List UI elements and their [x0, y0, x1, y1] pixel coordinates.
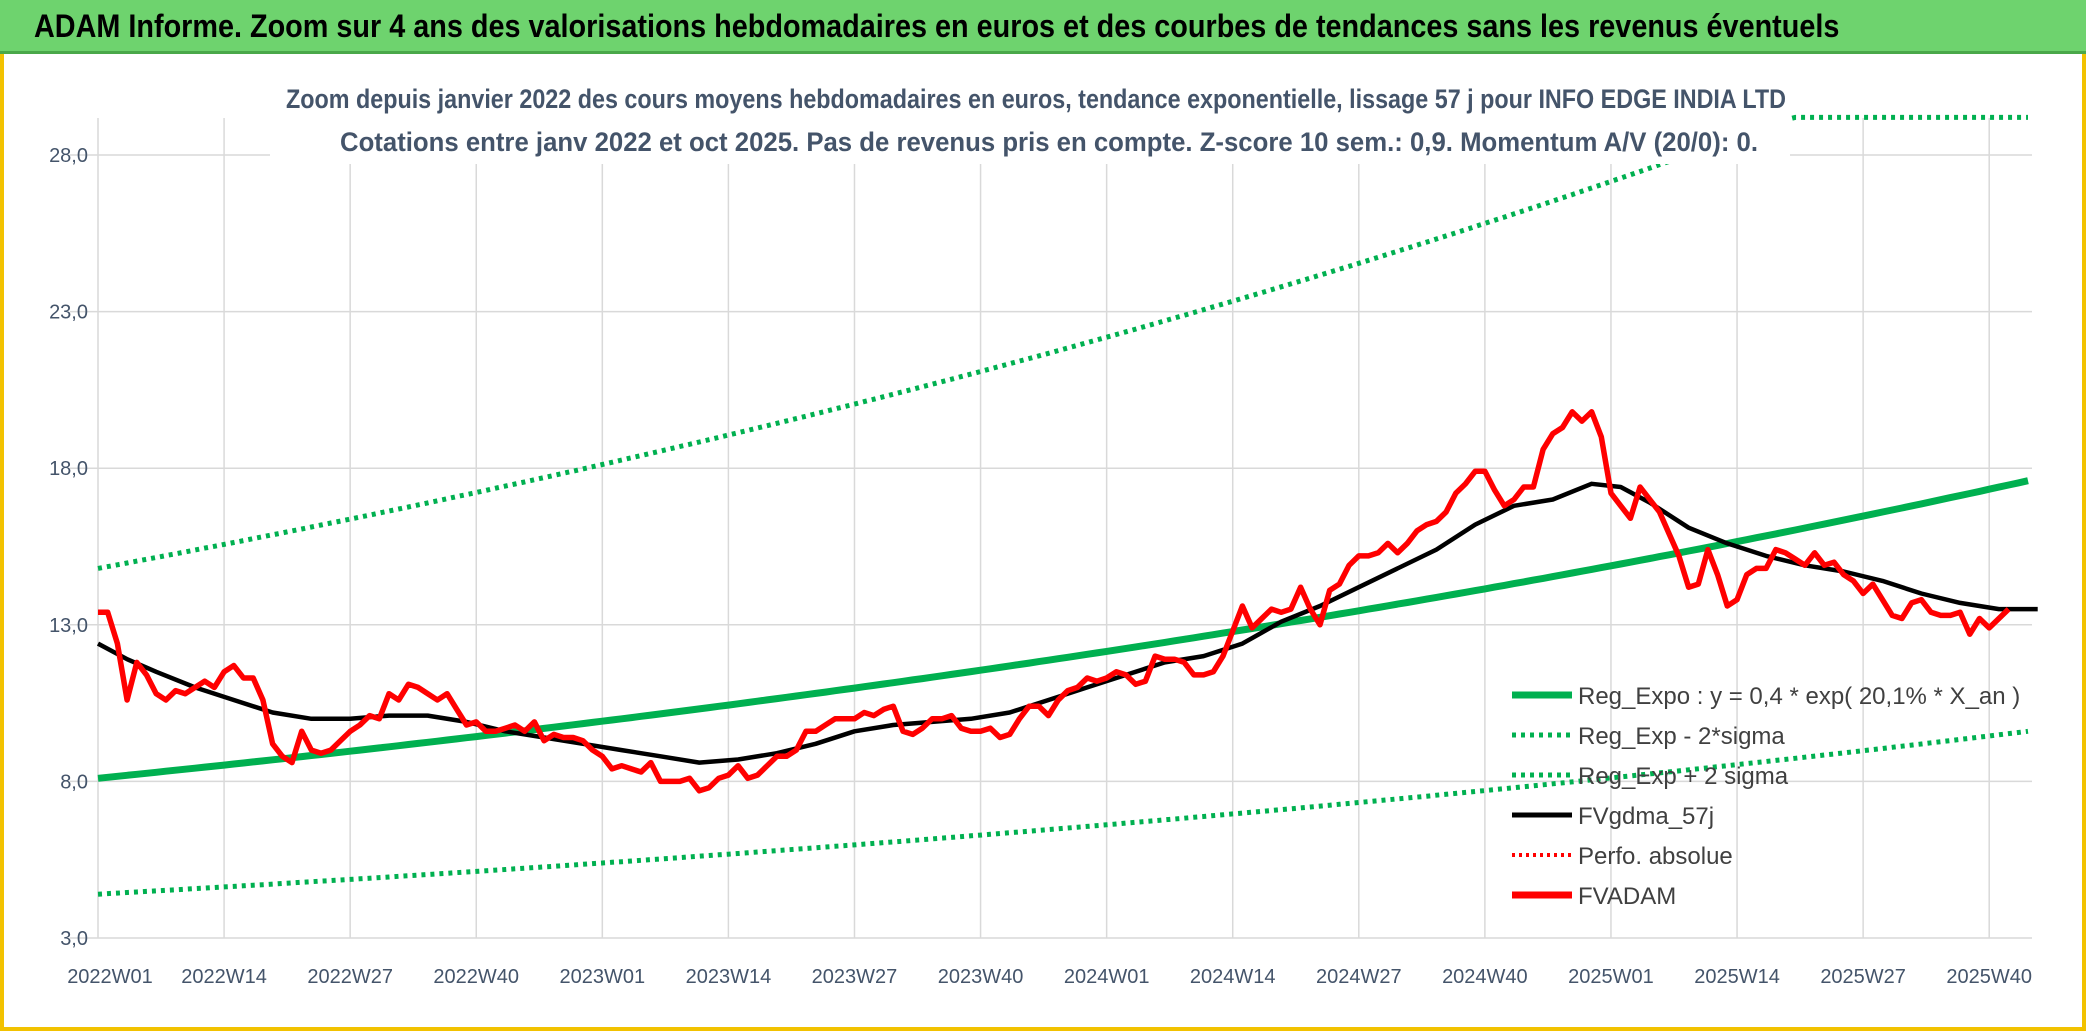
x-tick-label: 2024W27	[1316, 966, 1402, 988]
y-axis: 3,0 8,0 13,0 18,0 23,0 28,0	[49, 145, 88, 950]
x-axis: 2022W01 2022W14 2022W27 2022W40 2023W01 2023W…	[67, 966, 2032, 988]
chart-legend: Reg_Expo : y = 0,4 * exp( 20,1% * X_an )…	[1512, 683, 2020, 910]
legend-label-reg_expo: Reg_Expo : y = 0,4 * exp( 20,1% * X_an )	[1578, 683, 2020, 710]
chart-grid	[70, 118, 2032, 939]
x-tick-label: 2022W40	[433, 966, 519, 988]
x-tick-label: 2024W01	[1064, 966, 1150, 988]
x-tick-label: 2023W14	[686, 966, 772, 988]
series-reg-minus-2sigma	[97, 728, 2029, 897]
x-tick-label: 2025W01	[1568, 966, 1654, 988]
y-tick-label: 8,0	[60, 771, 88, 793]
y-tick-label: 23,0	[49, 302, 88, 324]
legend-label-reg_plus: Reg_Exp + 2 sigma	[1578, 763, 1789, 790]
y-tick-label: 18,0	[49, 458, 88, 480]
y-tick-label: 3,0	[60, 928, 88, 950]
x-tick-label: 2024W40	[1442, 966, 1528, 988]
legend-label-perfo: Perfo. absolue	[1578, 843, 1733, 870]
legend-label-fvadam: FVADAM	[1578, 883, 1676, 910]
y-tick-label: 28,0	[49, 145, 88, 167]
report-title: ADAM Informe. Zoom sur 4 ans des valoris…	[34, 8, 1840, 44]
series-fvadam	[98, 409, 2011, 794]
title-background	[270, 78, 1790, 164]
chart-subtitle: Cotations entre janv 2022 et oct 2025. P…	[340, 127, 1758, 157]
series-reg-plus-2sigma	[97, 114, 2028, 571]
x-tick-label: 2024W14	[1190, 966, 1276, 988]
x-tick-label: 2022W27	[307, 966, 393, 988]
x-tick-label: 2022W01	[67, 966, 153, 988]
legend-label-reg_minus: Reg_Exp - 2*sigma	[1578, 723, 1785, 750]
x-tick-label: 2022W14	[181, 966, 267, 988]
x-tick-label: 2025W27	[1820, 966, 1906, 988]
chart-title: Zoom depuis janvier 2022 des cours moyen…	[286, 84, 1786, 114]
x-tick-label: 2025W40	[1946, 966, 2032, 988]
series-fvgdma-57j	[96, 481, 2038, 765]
chart-series	[96, 114, 2038, 897]
x-tick-label: 2023W01	[560, 966, 646, 988]
x-tick-label: 2023W40	[938, 966, 1024, 988]
y-tick-label: 13,0	[49, 615, 88, 637]
x-tick-label: 2023W27	[812, 966, 898, 988]
report-banner: ADAM Informe. Zoom sur 4 ans des valoris…	[0, 0, 2086, 54]
legend-label-fvgdma: FVgdma_57j	[1578, 803, 1714, 830]
x-tick-label: 2025W14	[1694, 966, 1780, 988]
